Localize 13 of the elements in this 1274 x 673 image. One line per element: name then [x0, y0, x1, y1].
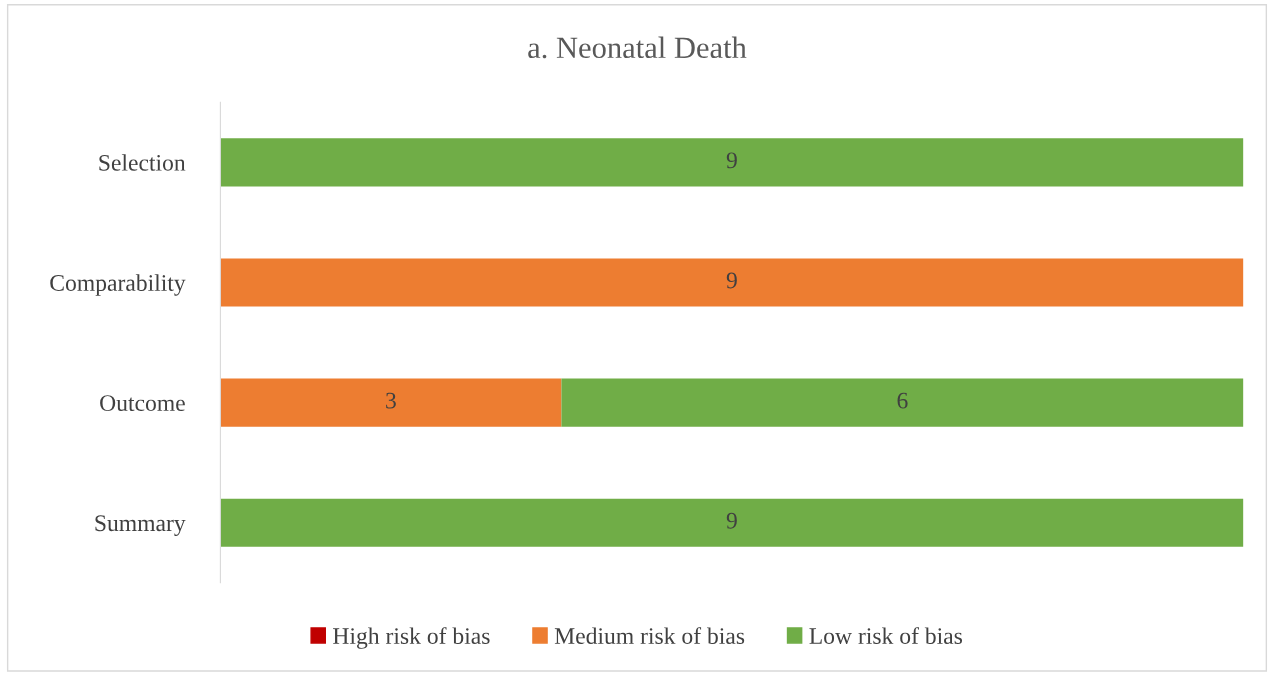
legend-label: Medium risk of bias [554, 627, 745, 644]
data-label: 3 [386, 392, 396, 409]
y-tick-label: Outcome [100, 395, 185, 412]
chart-title: a. Neonatal Death [528, 36, 747, 59]
y-tick-label: Summary [95, 515, 186, 537]
legend-label: High risk of bias [333, 627, 490, 649]
data-label: 9 [726, 512, 737, 529]
legend-label: Low risk of bias [809, 627, 963, 644]
data-label: 9 [726, 272, 737, 289]
data-label: 9 [726, 152, 737, 169]
data-label: 6 [897, 392, 908, 409]
y-tick-label: Selection [99, 154, 186, 171]
y-tick-label: Comparability [50, 274, 186, 296]
